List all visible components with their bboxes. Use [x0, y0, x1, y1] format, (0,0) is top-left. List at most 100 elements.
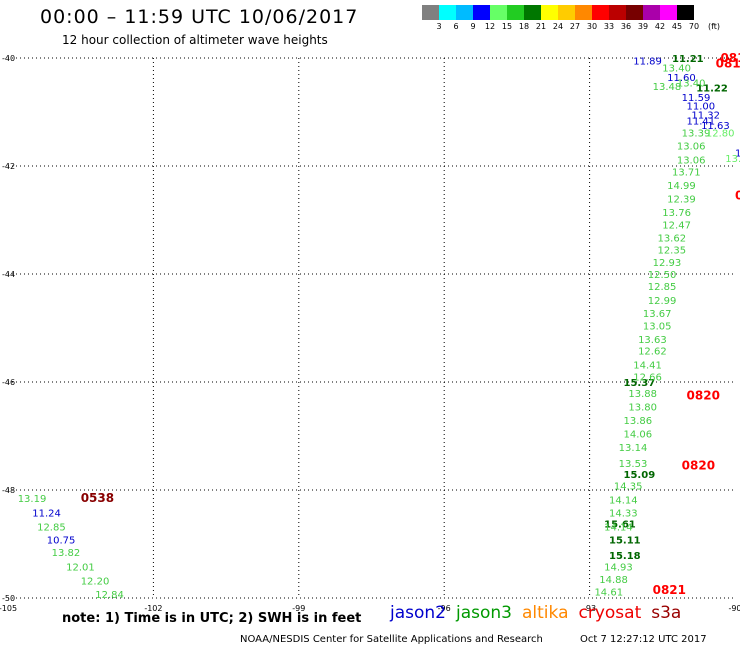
- color-swatch: [507, 5, 524, 20]
- color-scale-label: 39: [637, 22, 649, 31]
- data-label-s3a: 0538: [81, 491, 114, 505]
- data-label-altimeter-15-18: 14.06: [624, 429, 653, 440]
- data-label-cryosat: 0821: [653, 583, 686, 597]
- color-scale-label: 18: [518, 22, 530, 31]
- color-scale-label: 36: [620, 22, 632, 31]
- data-label-altimeter-15-18: 13.67: [643, 309, 672, 320]
- data-label-jason2: 11.63: [701, 121, 730, 132]
- data-label-cryosat: 0820: [687, 389, 720, 403]
- x-tick-label: -93: [583, 604, 596, 613]
- color-scale-label: 24: [552, 22, 564, 31]
- data-label-altimeter-15-18: 14.88: [599, 575, 628, 586]
- data-label-altimeter-15-18: 14.14: [604, 523, 633, 534]
- data-label-altimeter-15-18: 14.41: [633, 361, 662, 372]
- color-scale-label: 70: [688, 22, 700, 31]
- data-label-altimeter-15-18: 13.86: [624, 416, 653, 427]
- data-label-altimeter-15-18: 12.47: [662, 220, 691, 231]
- color-swatch: [490, 5, 507, 20]
- data-label-altimeter-15-18: 12.85: [37, 523, 66, 534]
- page-subtitle: 12 hour collection of altimeter wave hei…: [62, 33, 328, 47]
- data-label-cryosat: 0819: [735, 189, 740, 203]
- data-label-altimeter-12-15: 13.23: [725, 154, 740, 165]
- color-scale-label: 27: [569, 22, 581, 31]
- data-label-altimeter-15-18: 12.50: [648, 270, 677, 281]
- satellite-legend: jason2 jason3 altika cryosat s3a: [390, 603, 681, 623]
- color-swatch: [524, 5, 541, 20]
- data-label-altimeter-15-18: 13.53: [619, 459, 648, 470]
- color-swatch: [558, 5, 575, 20]
- x-tick-label: -105: [0, 604, 17, 613]
- data-label-altimeter-15-18: 14.93: [604, 563, 633, 574]
- data-label-altimeter-15-18: 12.39: [667, 194, 696, 205]
- legend-jason2: jason2: [390, 603, 446, 623]
- data-label-altimeter-15-18: 13.40: [662, 64, 691, 75]
- data-label-altimeter-15-18: 12.62: [638, 347, 667, 358]
- data-label-altimeter-15-18: 14.33: [609, 509, 638, 520]
- x-tick-label: -96: [438, 604, 451, 613]
- color-scale-labels: 3 6 9 12 15 18 21 24 27 30 33 36 39 42 45 70 (ft): [422, 20, 728, 34]
- data-label-altimeter-15-18: 13.48: [653, 82, 682, 93]
- data-label-altimeter-15-18: 13.40: [677, 78, 706, 89]
- data-label-altimeter-15-18: 14.35: [614, 482, 643, 493]
- data-label-jason3: 11.22: [696, 84, 728, 95]
- data-label-jason2: 10.75: [47, 536, 76, 547]
- data-label-cryosat: 0820: [682, 459, 715, 473]
- data-label-altimeter-15-18: 13.82: [52, 548, 81, 559]
- page-title: 00:00 – 11:59 UTC 10/06/2017: [40, 6, 359, 28]
- legend-altika: altika: [522, 603, 569, 623]
- data-label-jason2: 11.60: [667, 73, 696, 84]
- data-label-altimeter-15-18: 13.71: [672, 167, 701, 178]
- color-scale-label: 42: [654, 22, 666, 31]
- x-tick-label: -102: [144, 604, 162, 613]
- data-label-jason3: 15.18: [609, 551, 641, 562]
- color-scale-label: 45: [671, 22, 683, 31]
- data-label-altimeter-15-18: 13.06: [677, 141, 706, 152]
- color-scale-label: 6: [453, 22, 459, 31]
- data-label-altimeter-15-18: 13.06: [677, 156, 706, 167]
- data-label-altimeter-15-18: 13.14: [619, 443, 648, 454]
- color-scale-swatches: [422, 5, 728, 20]
- footer-credit: NOAA/NESDIS Center for Satellite Applica…: [240, 634, 543, 645]
- data-label-jason2: 11.89: [633, 57, 662, 68]
- data-label-altimeter-15-18: 12.99: [648, 296, 677, 307]
- color-scale-label: 3: [436, 22, 442, 31]
- color-swatch: [575, 5, 592, 20]
- legend-s3a: s3a: [651, 603, 682, 623]
- color-scale-bar: 3 6 9 12 15 18 21 24 27 30 33 36 39 42 45 70 (ft): [422, 5, 728, 35]
- color-scale-label: 15: [501, 22, 513, 31]
- data-label-jason3: 15.61: [604, 519, 636, 530]
- y-tick-label: -46: [2, 378, 15, 387]
- y-tick-label: -50: [2, 594, 15, 603]
- legend-jason3: jason3: [456, 603, 512, 623]
- data-label-jason3: 15.09: [624, 470, 656, 481]
- color-swatch: [626, 5, 643, 20]
- color-scale-label: (ft): [707, 22, 721, 31]
- data-label-altimeter-12-15: 12.80: [706, 129, 735, 140]
- footer-timestamp: Oct 7 12:27:12 UTC 2017: [580, 634, 707, 645]
- data-label-altimeter-15-18: 14.61: [594, 588, 623, 599]
- data-label-jason3: 15.37: [624, 378, 656, 389]
- data-label-cryosat: 0818: [720, 51, 740, 65]
- data-label-altimeter-15-18: 13.80: [628, 402, 657, 413]
- data-label-jason3: 15.11: [609, 536, 641, 547]
- color-swatch: [592, 5, 609, 20]
- y-tick-label: -40: [2, 54, 15, 63]
- color-swatch: [422, 5, 439, 20]
- data-label-jason3: 11.21: [672, 54, 704, 65]
- y-tick-label: -44: [2, 270, 15, 279]
- data-label-altimeter-15-18: 12.66: [633, 373, 662, 384]
- y-tick-label: -48: [2, 486, 15, 495]
- y-tick-label: -42: [2, 162, 15, 171]
- color-swatch: [660, 5, 677, 20]
- color-scale-label: 30: [586, 22, 598, 31]
- color-swatch: [456, 5, 473, 20]
- data-label-altimeter-15-18: 13.39: [682, 129, 711, 140]
- data-label-altimeter-15-18: 13.05: [643, 321, 672, 332]
- color-swatch: [609, 5, 626, 20]
- legend-note: note: 1) Time is in UTC; 2) SWH is in fe…: [62, 611, 362, 626]
- color-scale-label: 12: [484, 22, 496, 31]
- data-label-altimeter-15-18: 13.88: [628, 389, 657, 400]
- color-swatch: [473, 5, 490, 20]
- data-label-altimeter-15-18: 12.01: [66, 563, 95, 574]
